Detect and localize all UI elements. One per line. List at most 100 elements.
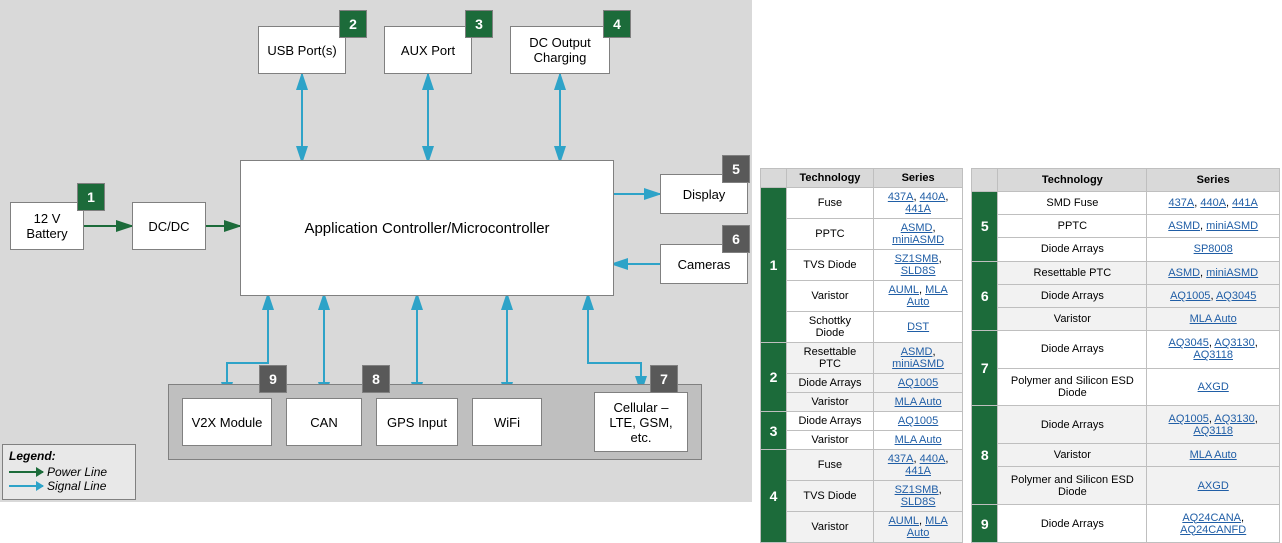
series-cell: 437A, 440A, 441A bbox=[873, 450, 962, 481]
series-cell: DST bbox=[873, 312, 962, 343]
legend-signal-label: Signal Line bbox=[47, 479, 106, 493]
reference-table-right: TechnologySeries5SMD Fuse437A, 440A, 441… bbox=[971, 168, 1280, 543]
tech-cell: Fuse bbox=[787, 188, 874, 219]
signal-arrow-icon bbox=[9, 485, 43, 487]
series-link[interactable]: miniASMD bbox=[892, 358, 944, 370]
series-link[interactable]: MLA Auto bbox=[1190, 313, 1237, 325]
series-link[interactable]: miniASMD bbox=[1206, 220, 1258, 232]
series-link[interactable]: ASMD bbox=[1168, 267, 1200, 279]
series-link[interactable]: AQ24CANA bbox=[1182, 512, 1241, 524]
group-band-3: 3 bbox=[761, 412, 787, 450]
badge-3: 3 bbox=[465, 10, 493, 38]
tech-cell: Varistor bbox=[787, 281, 874, 312]
diagram-area: 12 V BatteryDC/DCApplication Controller/… bbox=[0, 0, 752, 502]
series-link[interactable]: AQ3045 bbox=[1216, 290, 1256, 302]
series-link[interactable]: 441A bbox=[905, 203, 931, 215]
tech-cell: PPTC bbox=[787, 219, 874, 250]
series-link[interactable]: DST bbox=[907, 321, 929, 333]
series-cell: 437A, 440A, 441A bbox=[1147, 192, 1280, 215]
series-link[interactable]: AQ1005 bbox=[1170, 290, 1210, 302]
tech-cell: SMD Fuse bbox=[998, 192, 1147, 215]
series-cell: ASMD, miniASMD bbox=[873, 219, 962, 250]
block-gps: GPS Input bbox=[376, 398, 458, 446]
tech-cell: Schottky Diode bbox=[787, 312, 874, 343]
tech-cell: Varistor bbox=[787, 512, 874, 543]
badge-4: 4 bbox=[603, 10, 631, 38]
tech-cell: Polymer and Silicon ESD Diode bbox=[998, 467, 1147, 505]
series-link[interactable]: 441A bbox=[1232, 197, 1258, 209]
group-band-8: 8 bbox=[972, 406, 998, 505]
series-link[interactable]: AUML bbox=[888, 284, 919, 296]
series-link[interactable]: AQ1005 bbox=[898, 415, 938, 427]
group-band-9: 9 bbox=[972, 505, 998, 543]
series-cell: MLA Auto bbox=[873, 393, 962, 412]
series-link[interactable]: AUML bbox=[888, 515, 919, 527]
tech-cell: Diode Arrays bbox=[998, 505, 1147, 543]
series-cell: AXGD bbox=[1147, 368, 1280, 406]
series-cell: AQ1005, AQ3130, AQ3118 bbox=[1147, 406, 1280, 444]
tech-cell: Diode Arrays bbox=[787, 374, 874, 393]
group-band-5: 5 bbox=[972, 192, 998, 261]
series-link[interactable]: SZ1SMB bbox=[895, 484, 939, 496]
tech-cell: Polymer and Silicon ESD Diode bbox=[998, 368, 1147, 406]
series-link[interactable]: miniASMD bbox=[1206, 267, 1258, 279]
series-link[interactable]: SLD8S bbox=[901, 265, 936, 277]
series-link[interactable]: AQ3118 bbox=[1193, 425, 1233, 437]
header-series: Series bbox=[873, 169, 962, 188]
series-link[interactable]: ASMD bbox=[901, 346, 933, 358]
series-link[interactable]: 440A bbox=[1200, 197, 1226, 209]
tech-cell: Fuse bbox=[787, 450, 874, 481]
series-link[interactable]: AQ1005 bbox=[898, 377, 938, 389]
block-dcout: DC Output Charging bbox=[510, 26, 610, 74]
series-link[interactable]: 437A bbox=[888, 453, 914, 465]
block-can: CAN bbox=[286, 398, 362, 446]
series-link[interactable]: SZ1SMB bbox=[895, 253, 939, 265]
tech-cell: Varistor bbox=[998, 307, 1147, 330]
series-link[interactable]: AXGD bbox=[1198, 480, 1229, 492]
reference-table-left: TechnologySeries1Fuse437A, 440A, 441APPT… bbox=[760, 168, 963, 543]
series-link[interactable]: 437A bbox=[888, 191, 914, 203]
block-cell: Cellular – LTE, GSM, etc. bbox=[594, 392, 688, 452]
badge-2: 2 bbox=[339, 10, 367, 38]
series-link[interactable]: MLA Auto bbox=[895, 396, 942, 408]
series-link[interactable]: MLA Auto bbox=[895, 434, 942, 446]
series-cell: AUML, MLA Auto bbox=[873, 512, 962, 543]
group-band-4: 4 bbox=[761, 450, 787, 543]
tech-cell: Diode Arrays bbox=[998, 406, 1147, 444]
series-link[interactable]: AQ3118 bbox=[1193, 349, 1233, 361]
series-link[interactable]: AXGD bbox=[1198, 381, 1229, 393]
group-band-6: 6 bbox=[972, 261, 998, 330]
block-mcu: Application Controller/Microcontroller bbox=[240, 160, 614, 296]
series-cell: AQ1005, AQ3045 bbox=[1147, 284, 1280, 307]
series-link[interactable]: SLD8S bbox=[901, 496, 936, 508]
block-usb: USB Port(s) bbox=[258, 26, 346, 74]
series-link[interactable]: miniASMD bbox=[892, 234, 944, 246]
series-link[interactable]: AQ1005 bbox=[1169, 413, 1209, 425]
power-arrow-icon bbox=[9, 471, 43, 473]
tech-cell: Varistor bbox=[787, 431, 874, 450]
series-link[interactable]: MLA Auto bbox=[1190, 449, 1237, 461]
series-link[interactable]: ASMD bbox=[901, 222, 933, 234]
legend-power-label: Power Line bbox=[47, 465, 107, 479]
tech-cell: Diode Arrays bbox=[998, 330, 1147, 368]
series-cell: SZ1SMB, SLD8S bbox=[873, 481, 962, 512]
block-v2x: V2X Module bbox=[182, 398, 272, 446]
series-link[interactable]: AQ3130 bbox=[1214, 337, 1254, 349]
tech-cell: Varistor bbox=[787, 393, 874, 412]
series-link[interactable]: ASMD bbox=[1168, 220, 1200, 232]
tech-cell: Varistor bbox=[998, 444, 1147, 467]
series-link[interactable]: AQ24CANFD bbox=[1180, 524, 1246, 536]
legend-power-row: Power Line bbox=[9, 465, 129, 479]
reference-tables: TechnologySeries1Fuse437A, 440A, 441APPT… bbox=[760, 168, 1280, 543]
series-link[interactable]: 441A bbox=[905, 465, 931, 477]
legend-title: Legend: bbox=[9, 449, 129, 463]
block-wifi: WiFi bbox=[472, 398, 542, 446]
series-link[interactable]: AQ3045 bbox=[1169, 337, 1209, 349]
series-link[interactable]: SP8008 bbox=[1194, 243, 1233, 255]
series-link[interactable]: 440A bbox=[920, 453, 946, 465]
series-link[interactable]: 440A bbox=[920, 191, 946, 203]
series-link[interactable]: AQ3130 bbox=[1214, 413, 1254, 425]
series-link[interactable]: 437A bbox=[1169, 197, 1195, 209]
series-cell: AXGD bbox=[1147, 467, 1280, 505]
series-cell: MLA Auto bbox=[1147, 307, 1280, 330]
